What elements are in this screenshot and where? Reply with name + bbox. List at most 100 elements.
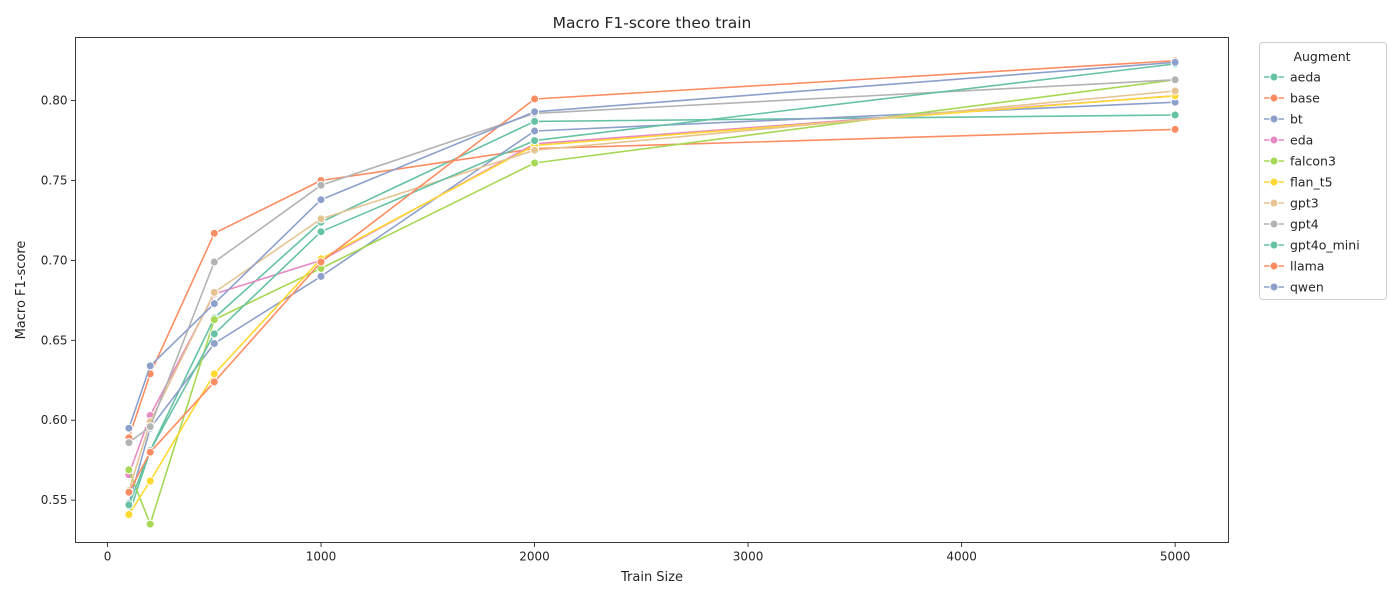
- series-qwen: [124, 57, 1180, 433]
- legend-marker: [1269, 282, 1279, 292]
- legend-label: gpt4o_mini: [1290, 238, 1360, 253]
- series-eda: [124, 91, 1180, 480]
- legend-marker: [1269, 198, 1279, 208]
- data-point: [209, 339, 219, 348]
- y-tick-label: 0.70: [41, 253, 68, 267]
- data-point: [530, 158, 540, 168]
- y-tick-label: 0.75: [41, 174, 68, 188]
- legend-item-gpt3: gpt3: [1264, 196, 1319, 211]
- y-tick-label: 0.65: [41, 333, 68, 347]
- legend-item-bt: bt: [1264, 112, 1303, 127]
- x-tick-label: 4000: [946, 550, 977, 564]
- legend-item-base: base: [1264, 91, 1320, 106]
- series-gpt4: [124, 75, 1180, 448]
- data-point: [145, 361, 155, 371]
- series-aeda: [124, 110, 1180, 519]
- plot-frame: [75, 37, 1229, 543]
- legend-marker: [1269, 114, 1279, 124]
- legend-marker: [1269, 240, 1279, 250]
- data-point: [209, 299, 219, 309]
- data-point: [124, 487, 134, 497]
- y-axis: 0.55 0.60 0.65 0.70 0.75 0.80: [41, 94, 76, 507]
- legend-item-eda: eda: [1264, 133, 1313, 148]
- legend-marker: [1269, 261, 1279, 271]
- series-line: [128, 61, 1176, 429]
- x-axis: 0 1000 2000 3000 4000 5000: [104, 542, 1190, 564]
- data-point: [530, 136, 540, 146]
- x-tick-label: 2000: [519, 550, 550, 564]
- legend-marker: [1269, 93, 1279, 103]
- legend-label: eda: [1290, 133, 1313, 148]
- legend-label: gpt3: [1290, 196, 1319, 211]
- legend-marker: [1269, 135, 1279, 145]
- y-axis-label: Macro F1-score: [14, 241, 29, 340]
- x-tick-label: 3000: [733, 550, 764, 564]
- data-point: [316, 271, 326, 281]
- legend-item-qwen: qwen: [1264, 280, 1324, 295]
- data-point: [1170, 86, 1180, 96]
- series-falcon3: [124, 75, 1180, 529]
- y-tick-label: 0.80: [41, 94, 68, 108]
- data-point: [1170, 110, 1180, 120]
- legend-label: flan_t5: [1290, 175, 1333, 190]
- legend-item-llama: llama: [1264, 259, 1324, 274]
- series-layer: [124, 56, 1180, 529]
- series-gpt4o_mini: [124, 59, 1180, 510]
- data-point: [209, 377, 219, 387]
- legend-item-aeda: aeda: [1264, 70, 1321, 85]
- data-point: [316, 195, 326, 205]
- data-point: [316, 257, 326, 267]
- series-line: [128, 90, 1176, 491]
- x-tick-label: 0: [104, 550, 112, 564]
- data-point: [145, 519, 155, 529]
- data-point: [530, 116, 540, 126]
- data-point: [1170, 75, 1180, 85]
- series-base: [124, 124, 1180, 443]
- chart-title: Macro F1-score theo train: [553, 14, 752, 32]
- legend-marker: [1269, 219, 1279, 229]
- data-point: [209, 257, 219, 267]
- data-point: [316, 180, 326, 190]
- legend-label: falcon3: [1290, 154, 1336, 169]
- legend-marker: [1269, 177, 1279, 187]
- data-point: [145, 476, 155, 486]
- data-point: [530, 126, 540, 136]
- data-point: [530, 145, 540, 155]
- series-line: [128, 79, 1176, 525]
- data-point: [145, 447, 155, 457]
- series-bt: [124, 97, 1180, 508]
- legend-label: gpt4: [1290, 217, 1319, 232]
- data-point: [124, 510, 134, 519]
- legend-marker: [1269, 156, 1279, 166]
- legend-label: bt: [1290, 112, 1303, 127]
- x-tick-label: 1000: [306, 550, 337, 564]
- series-line: [128, 95, 1176, 515]
- data-point: [530, 94, 540, 104]
- data-point: [209, 369, 219, 379]
- data-point: [1170, 57, 1180, 67]
- legend-title: Augment: [1293, 49, 1350, 64]
- series-line: [128, 128, 1176, 439]
- legend-items: aeda base bt eda falcon3 flan_t5 gpt3 gpt4 gpt4o…: [1264, 70, 1360, 295]
- legend-label: base: [1290, 91, 1320, 106]
- data-point: [209, 315, 219, 325]
- data-point: [124, 465, 134, 475]
- series-llama: [124, 56, 1180, 497]
- series-line: [128, 101, 1176, 504]
- data-point: [145, 422, 155, 432]
- legend-label: aeda: [1290, 70, 1321, 85]
- data-point: [124, 423, 134, 433]
- data-point: [316, 214, 326, 224]
- data-point: [316, 227, 326, 237]
- data-point: [209, 228, 219, 238]
- legend: Augment aeda base bt eda falcon3 flan_t5 gpt3 g…: [1259, 42, 1387, 300]
- legend-item-gpt4: gpt4: [1264, 217, 1319, 232]
- data-point: [530, 107, 540, 117]
- data-point: [124, 500, 134, 510]
- y-tick-label: 0.60: [41, 413, 68, 427]
- x-axis-label: Train Size: [620, 570, 683, 585]
- legend-label: qwen: [1290, 280, 1324, 295]
- data-point: [124, 438, 134, 448]
- data-point: [209, 329, 219, 339]
